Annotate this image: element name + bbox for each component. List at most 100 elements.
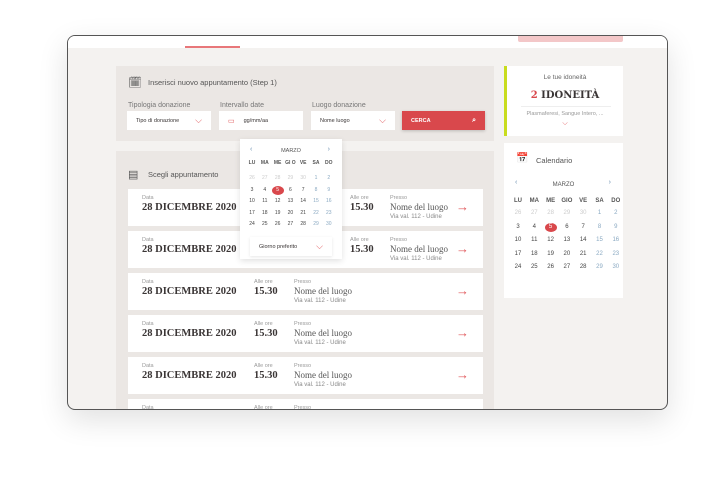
- calendar-day[interactable]: 6: [565, 223, 569, 230]
- place-name: Nome del luogo: [294, 370, 352, 380]
- calendar-day[interactable]: 6: [289, 186, 292, 193]
- calendar-day[interactable]: 14: [300, 198, 306, 204]
- arrow-right-icon[interactable]: →: [456, 283, 469, 298]
- next-month-icon[interactable]: ›: [608, 179, 611, 186]
- calendar-day[interactable]: 5: [271, 185, 284, 195]
- calendar-day[interactable]: 23: [326, 209, 332, 216]
- calendar-day[interactable]: 17: [249, 209, 255, 216]
- calendar-day[interactable]: 3: [516, 223, 520, 230]
- calendar-day[interactable]: 13: [563, 237, 571, 243]
- calendar-day[interactable]: 28: [300, 221, 306, 227]
- calendar-day[interactable]: 10: [249, 198, 255, 204]
- calendar-day[interactable]: 26: [547, 264, 554, 270]
- calendar-day[interactable]: 11: [531, 237, 538, 243]
- arrow-right-icon[interactable]: →: [456, 241, 469, 256]
- calendar-day[interactable]: 8: [314, 186, 318, 193]
- calendar-day[interactable]: 27: [530, 210, 538, 216]
- calendar-day[interactable]: 15: [313, 198, 319, 204]
- search-button[interactable]: CERCA ⌕: [402, 111, 485, 130]
- weekday-header: LU: [514, 198, 522, 204]
- arrow-right-icon[interactable]: →: [456, 325, 469, 340]
- calendar-day[interactable]: 30: [579, 210, 587, 216]
- calendar-day[interactable]: 27: [563, 264, 571, 270]
- calendar-day[interactable]: 8: [597, 223, 602, 230]
- arrow-right-icon[interactable]: →: [456, 367, 469, 382]
- calendar-day[interactable]: 5: [544, 222, 557, 232]
- calendar-day[interactable]: 13: [287, 198, 294, 204]
- calendar-day[interactable]: 1: [314, 175, 318, 181]
- calendar-day[interactable]: 25: [262, 221, 268, 227]
- appointment-row[interactable]: Data 28 DICEMBRE 2020 Alle ore 15.30 Pre…: [128, 273, 483, 310]
- tipologia-select[interactable]: Tipo di donazione ⌵: [127, 111, 211, 130]
- calendar-day[interactable]: 27: [287, 221, 294, 227]
- calendar-day[interactable]: 11: [262, 198, 268, 204]
- calendar-day[interactable]: 17: [514, 250, 522, 257]
- appointment-row[interactable]: Data Alle ore Presso →: [128, 399, 483, 410]
- calendar-day[interactable]: 9: [327, 186, 331, 193]
- prev-month-icon[interactable]: ‹: [515, 179, 518, 186]
- calendar-day[interactable]: 26: [249, 175, 255, 181]
- calendar-day[interactable]: 4: [263, 186, 267, 193]
- prev-month-icon[interactable]: ‹: [250, 146, 253, 153]
- calendar-day[interactable]: 28: [579, 264, 587, 270]
- calendar-day[interactable]: 12: [274, 198, 281, 204]
- calendar-day[interactable]: 30: [612, 264, 620, 270]
- calendar-day[interactable]: 20: [563, 250, 571, 257]
- calendar-day[interactable]: 27: [262, 175, 268, 181]
- place-label: Presso: [294, 405, 312, 410]
- calendar-day[interactable]: 22: [313, 209, 319, 216]
- date-label: Data: [142, 237, 154, 243]
- calendar-day[interactable]: 29: [563, 210, 571, 216]
- calendar-day[interactable]: 28: [547, 210, 554, 216]
- arrow-right-icon[interactable]: →: [456, 409, 469, 410]
- next-month-icon[interactable]: ›: [327, 146, 330, 153]
- calendar-day[interactable]: 30: [300, 175, 306, 181]
- calendar-day[interactable]: 2: [327, 175, 331, 181]
- calendar-day[interactable]: 18: [262, 209, 268, 216]
- calendar-day[interactable]: 26: [514, 210, 522, 216]
- weekday-header: VE: [299, 160, 307, 166]
- calendar-day[interactable]: 24: [249, 221, 255, 227]
- calendar-day[interactable]: 21: [300, 209, 306, 216]
- calendar-day[interactable]: 26: [274, 221, 281, 227]
- calendar-day[interactable]: 25: [530, 264, 538, 270]
- calendar-day[interactable]: 9: [614, 223, 618, 230]
- app-window: 🗓 Inserisci nuovo appuntamento (Step 1) …: [67, 35, 668, 410]
- preferred-day-select[interactable]: Giorno preferito ⌵: [250, 237, 332, 256]
- calendar-day[interactable]: 12: [547, 237, 554, 243]
- calendar-day[interactable]: 29: [313, 221, 319, 227]
- calendar-day[interactable]: 21: [579, 250, 587, 257]
- calendar-day[interactable]: 15: [596, 237, 603, 243]
- calendar-day[interactable]: 28: [274, 175, 281, 181]
- calendar-day[interactable]: 2: [614, 210, 618, 216]
- calendar-day[interactable]: 24: [514, 264, 522, 270]
- date-range-input[interactable]: ▭ gg/mm/aa: [219, 111, 303, 130]
- calendar-day[interactable]: 20: [287, 209, 294, 216]
- calendar-day[interactable]: 3: [250, 186, 254, 193]
- calendar-day[interactable]: 19: [274, 209, 281, 216]
- calendar-day[interactable]: 7: [581, 223, 585, 230]
- appointment-row[interactable]: Data 28 DICEMBRE 2020 Alle ore 15.30 Pre…: [128, 315, 483, 352]
- expand-chevron-icon[interactable]: ⌵: [562, 120, 568, 127]
- calendar-day[interactable]: 4: [532, 223, 536, 230]
- appointment-row[interactable]: Data 28 DICEMBRE 2020 Alle ore 15.30 Pre…: [128, 357, 483, 394]
- calendar-day[interactable]: 16: [326, 198, 332, 204]
- calendar-day[interactable]: 22: [596, 250, 603, 257]
- calendar-day[interactable]: 18: [530, 250, 538, 257]
- arrow-right-icon[interactable]: →: [456, 199, 469, 214]
- calendar-day[interactable]: 1: [597, 210, 602, 216]
- calendar-day[interactable]: 29: [596, 264, 603, 270]
- luogo-select[interactable]: Nome luogo ⌵: [311, 111, 395, 130]
- time-label: Alle ore: [254, 405, 273, 410]
- weekday-header: MA: [529, 198, 539, 204]
- calendar-day[interactable]: 10: [514, 237, 522, 243]
- calendar-day[interactable]: 14: [579, 237, 587, 243]
- calendar-day[interactable]: 29: [287, 175, 294, 181]
- calendar-day[interactable]: 16: [612, 237, 620, 243]
- calendar-day[interactable]: 7: [301, 186, 305, 193]
- calendar-day[interactable]: 23: [612, 250, 620, 257]
- active-tab-indicator[interactable]: [185, 46, 240, 48]
- calendar-day[interactable]: 30: [326, 221, 332, 227]
- header-action-button[interactable]: [518, 36, 623, 42]
- calendar-day[interactable]: 19: [547, 250, 554, 257]
